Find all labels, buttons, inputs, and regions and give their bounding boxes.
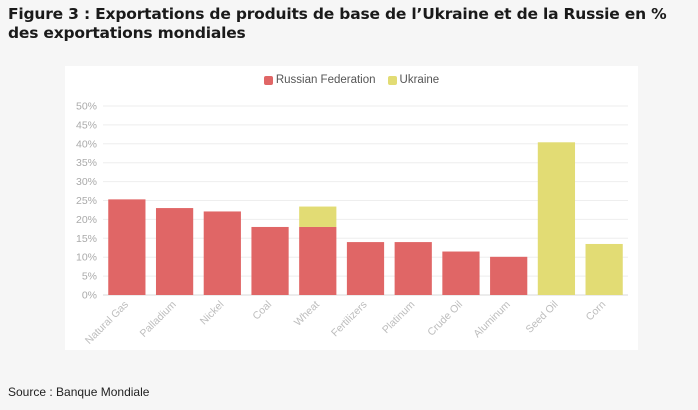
bar-russian-federation [394,242,432,295]
chart-panel: Russian Federation Ukraine 0% 5% 10% 15% 20%… [65,66,638,350]
x-tick-label: Nickel [198,299,227,328]
x-tick-label: Coal [250,299,274,323]
y-tick-label: 35% [76,157,97,169]
bar-ukraine [537,142,576,295]
legend-label-ukraine: Ukraine [399,74,440,86]
bar-ukraine [299,206,337,227]
bar-russian-federation [155,208,194,295]
bar-chart: 0% 5% 10% 15% 20% 25% 30% 35% 40% 45% 50% Natural G… [76,101,628,347]
legend-item-russia[interactable]: Russian Federation [263,74,376,86]
y-tick-label: 10% [76,252,97,264]
x-tick-label: Seed Oil [524,299,561,336]
bar-ukraine [585,243,623,295]
legend-swatch-russia [263,75,273,85]
bar-russian-federation [346,242,385,295]
source-note: Source : Banque Mondiale [8,385,150,399]
y-tick-label: 5% [82,271,97,283]
y-tick-label: 0% [82,290,97,302]
figure-title: Figure 3 : Exportations de produits de b… [8,5,667,42]
y-tick-label: 20% [76,214,97,226]
legend-swatch-ukraine [387,75,397,85]
x-tick-label: Fertilizers [329,299,370,340]
x-tick-label: Natural Gas [83,299,131,347]
x-tick-label: Crude Oil [425,299,465,339]
legend-item-ukraine[interactable]: Ukraine [387,74,440,86]
bar-russian-federation [490,256,528,295]
y-tick-label: 25% [76,195,97,207]
y-tick-label: 40% [76,138,97,150]
y-tick-label: 45% [76,119,97,131]
bar-russian-federation [251,226,289,295]
y-tick-label: 30% [76,176,97,188]
bar-russian-federation [442,251,480,295]
x-tick-label: Aluminum [471,298,513,340]
bar-russian-federation [299,226,337,295]
x-tick-label: Platinum [380,298,418,336]
bar-russian-federation [203,211,241,295]
x-tick-label: Corn [584,299,609,324]
legend-label-russia: Russian Federation [275,74,376,86]
y-tick-label: 15% [76,233,97,245]
chart-legend: Russian Federation Ukraine [65,74,638,86]
bar-russian-federation [108,199,146,295]
y-tick-label: 50% [76,101,97,113]
x-tick-label: Wheat [292,299,322,329]
x-tick-label: Palladium [138,298,179,339]
